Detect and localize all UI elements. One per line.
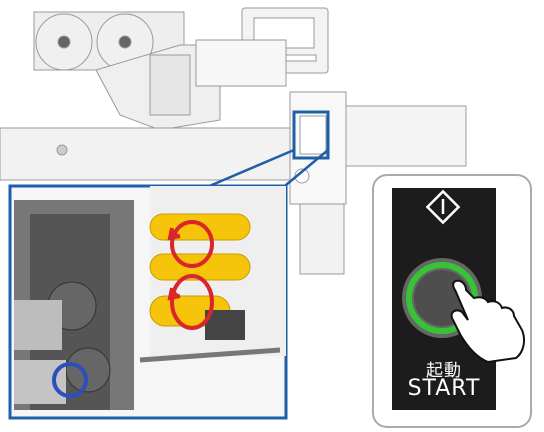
callout-leader-2	[279, 149, 329, 191]
start-label-english: START	[407, 376, 481, 401]
machine-base	[0, 127, 291, 181]
blue-seal	[52, 362, 88, 398]
reel-hub-left	[57, 35, 71, 49]
gear-lower	[65, 347, 111, 393]
roller-detail-callout	[8, 184, 288, 420]
rotation-arrow-icon	[167, 220, 214, 330]
start-panel	[372, 174, 532, 428]
highlight-frame	[292, 110, 330, 160]
roller-housing	[149, 54, 191, 116]
lower-unit	[299, 203, 345, 275]
pointing-hand-icon	[450, 279, 525, 364]
start-label-japanese: 起動	[426, 361, 462, 381]
drive-shaft	[139, 347, 281, 363]
yellow-roller-top	[149, 213, 251, 241]
outfeed-conveyor	[345, 105, 467, 167]
base-knob	[56, 144, 68, 156]
power-diamond-icon	[425, 189, 461, 225]
control-box-panel	[299, 115, 327, 155]
reel-hub-right	[118, 35, 132, 49]
bearing-housing	[14, 300, 62, 350]
motor-block	[205, 310, 245, 340]
monitor-arm	[195, 39, 287, 87]
callout-leader	[199, 148, 295, 192]
